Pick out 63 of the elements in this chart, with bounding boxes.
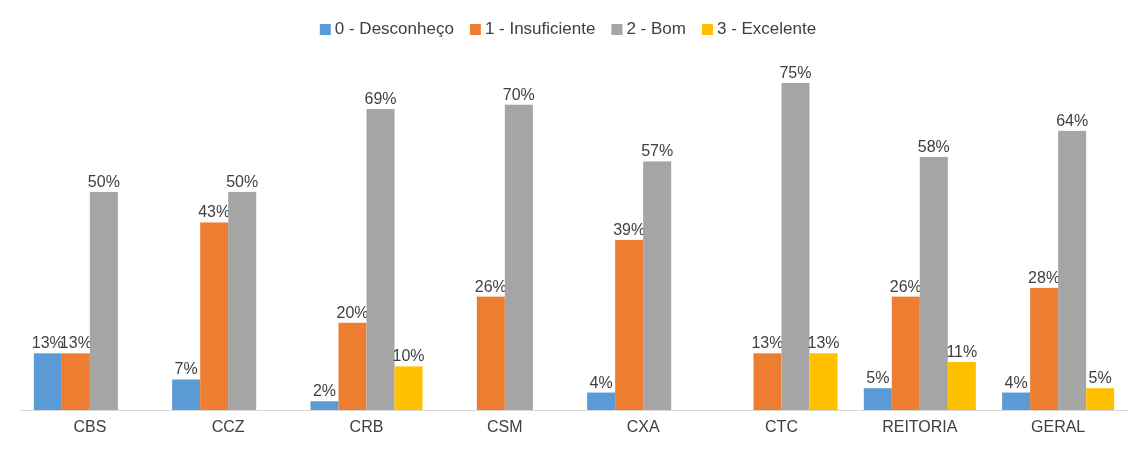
- data-label: 7%: [174, 360, 198, 378]
- data-label: 70%: [502, 85, 535, 103]
- data-label: 10%: [392, 347, 425, 365]
- bar: [33, 353, 62, 410]
- data-label: 50%: [226, 172, 259, 190]
- bar: [1030, 287, 1059, 410]
- bar: [228, 191, 257, 410]
- x-tick-label: CXA: [626, 418, 660, 436]
- data-label: 26%: [889, 277, 922, 295]
- data-label: 13%: [807, 334, 840, 352]
- bar: [172, 379, 201, 410]
- x-tick-label: GERAL: [1031, 418, 1086, 436]
- legend-label: 1 - Insuficiente: [484, 19, 596, 38]
- data-label: 11%: [946, 343, 978, 361]
- bar: [809, 353, 838, 410]
- data-label: 13%: [31, 334, 64, 352]
- bar: [1086, 388, 1115, 410]
- bar: [863, 388, 892, 410]
- data-label: 5%: [866, 369, 890, 387]
- x-tick-label: CSM: [487, 418, 523, 436]
- bar: [947, 362, 976, 410]
- bar: [476, 296, 505, 410]
- data-label: 39%: [613, 220, 646, 238]
- bar: [781, 82, 810, 410]
- data-label: 5%: [1088, 369, 1112, 387]
- bar: [61, 353, 90, 410]
- bar: [89, 191, 118, 410]
- data-label: 4%: [589, 373, 613, 391]
- legend-label: 2 - Bom: [626, 19, 686, 38]
- bar: [919, 157, 948, 410]
- x-tick-label: CTC: [765, 418, 798, 436]
- data-label: 50%: [87, 172, 120, 190]
- bar: [753, 353, 782, 410]
- bar: [587, 392, 616, 410]
- bar: [643, 161, 672, 410]
- data-label: 20%: [336, 303, 369, 321]
- data-label: 58%: [917, 138, 950, 156]
- bar: [1002, 392, 1031, 410]
- data-label: 64%: [1056, 111, 1089, 129]
- bar: [615, 239, 644, 410]
- legend-label: 3 - Excelente: [716, 19, 817, 38]
- bar: [366, 109, 395, 410]
- data-label: 26%: [474, 277, 507, 295]
- x-tick-label: REITORIA: [882, 418, 958, 436]
- data-label: 4%: [1004, 373, 1028, 391]
- x-tick-label: CRB: [349, 418, 384, 436]
- bar: [338, 322, 367, 410]
- bar: [504, 104, 533, 410]
- bar: [310, 401, 339, 410]
- bar: [1058, 130, 1087, 410]
- bar: [394, 366, 423, 410]
- data-label: 75%: [779, 63, 812, 81]
- bar: [200, 222, 229, 410]
- x-tick-label: CCZ: [211, 418, 245, 436]
- data-label: 43%: [198, 203, 231, 221]
- legend-label: 0 - Desconheço: [334, 19, 454, 38]
- data-label: 69%: [364, 90, 397, 108]
- data-label: 28%: [1028, 268, 1061, 286]
- bar: [891, 296, 920, 410]
- data-label: 2%: [312, 382, 337, 400]
- data-label: 57%: [641, 142, 674, 160]
- data-label: 13%: [751, 334, 784, 352]
- x-tick-label: CBS: [73, 418, 107, 436]
